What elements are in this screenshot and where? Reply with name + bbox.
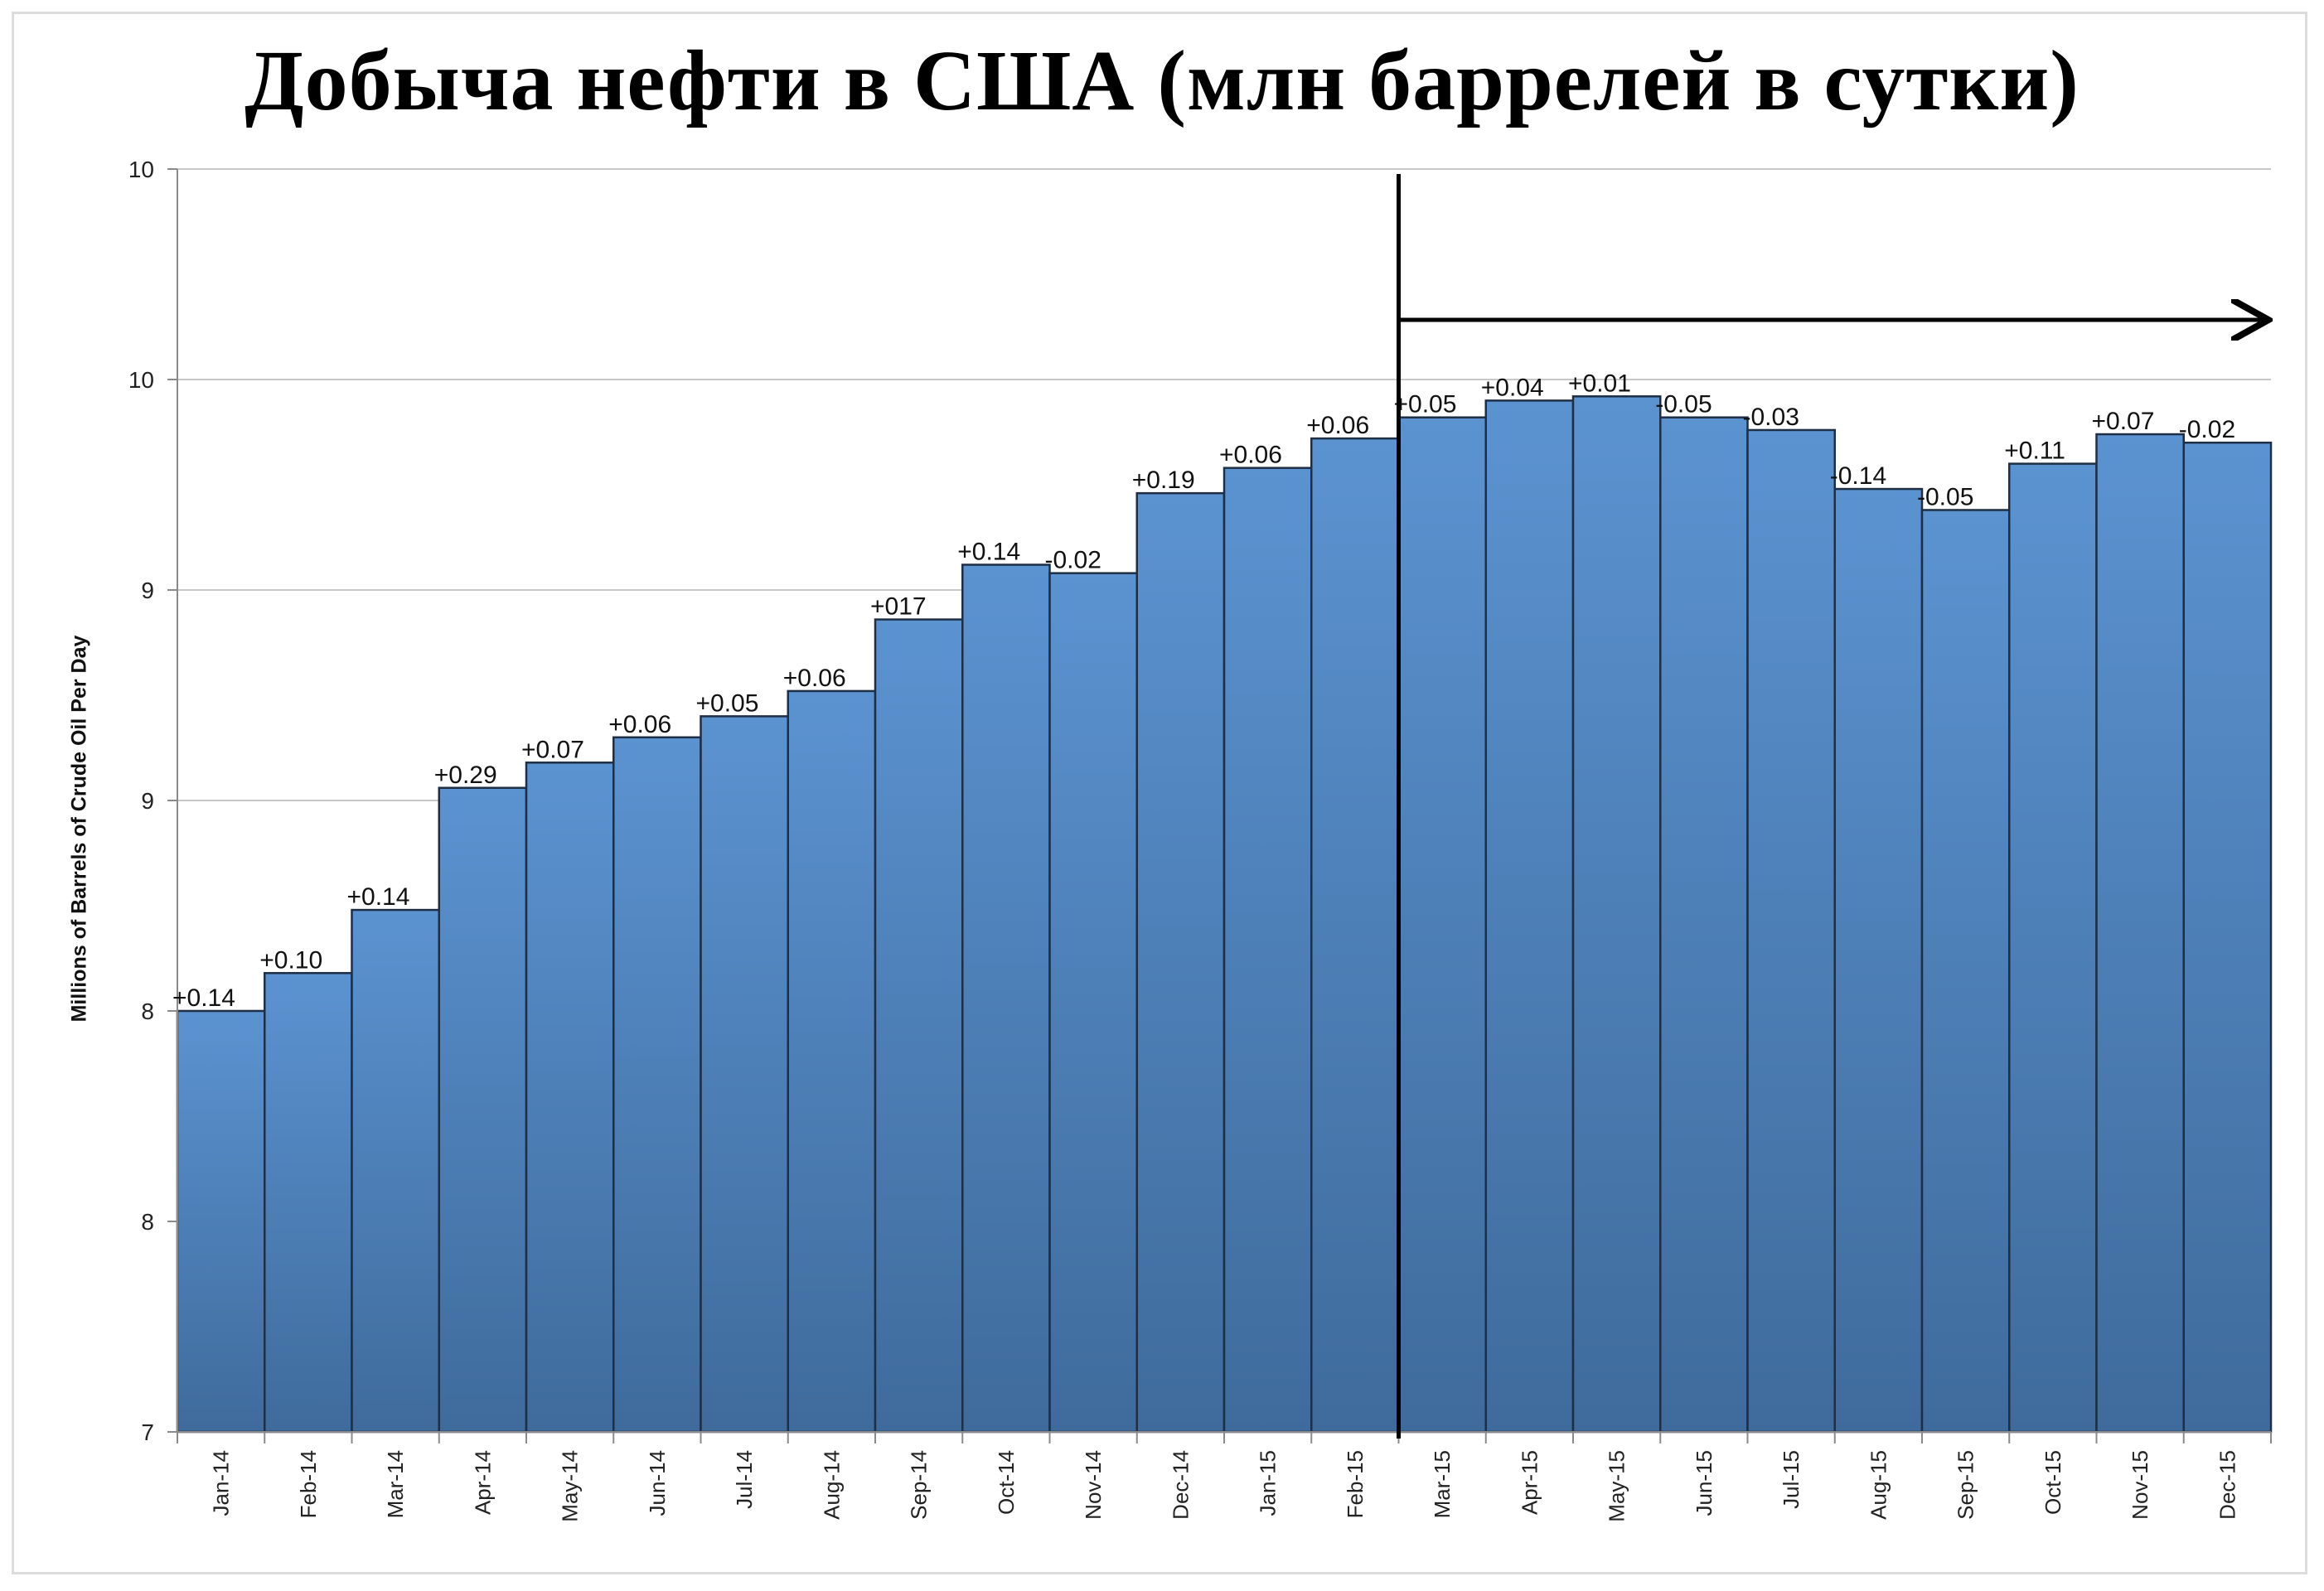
data-label: -0.02 — [1045, 547, 1101, 574]
annotations — [1397, 174, 2265, 1439]
data-label: +0.10 — [259, 946, 322, 974]
data-label: +0.06 — [1219, 442, 1282, 469]
data-label: +0.06 — [608, 711, 671, 738]
bar — [787, 689, 877, 1434]
bar — [351, 908, 440, 1434]
x-tick-label: Sep-15 — [1954, 1450, 1978, 1520]
x-tick-label: Apr-14 — [470, 1450, 495, 1515]
chart-title: Добыча нефти в США (млн баррелей в сутки… — [245, 33, 2079, 128]
x-tick-label: Sep-14 — [907, 1450, 932, 1520]
bar — [2008, 462, 2098, 1434]
x-tick-label: Nov-14 — [1081, 1450, 1106, 1520]
data-label: -0.02 — [2179, 416, 2235, 443]
x-tick-label: Feb-14 — [296, 1450, 321, 1518]
bar — [264, 972, 353, 1434]
bar — [438, 786, 528, 1434]
bar — [1920, 509, 2011, 1434]
data-label: +0.14 — [172, 984, 235, 1012]
data-label: +0.05 — [696, 689, 759, 717]
bar — [1484, 399, 1575, 1434]
x-tick-label: Oct-14 — [994, 1450, 1019, 1515]
bar — [1746, 428, 1836, 1434]
x-tick-label: Aug-14 — [819, 1450, 844, 1520]
x-tick-label: Mar-14 — [383, 1450, 408, 1518]
bar — [176, 1009, 266, 1434]
x-tick-label: Oct-15 — [2041, 1450, 2065, 1515]
x-tick-label: Jun-14 — [645, 1450, 670, 1516]
x-tick-label: Jan-15 — [1256, 1450, 1281, 1516]
x-tick-label: Jul-15 — [1779, 1450, 1804, 1509]
data-label: -0.05 — [1917, 483, 1973, 510]
data-label: +0.04 — [1481, 374, 1544, 401]
x-tick-label: Mar-15 — [1430, 1450, 1455, 1518]
data-label: +0.06 — [783, 665, 846, 692]
bar-series — [176, 395, 2273, 1434]
y-tick-label: 8 — [141, 1209, 154, 1235]
data-label: +0.07 — [2092, 408, 2155, 435]
bar — [2182, 441, 2273, 1434]
bar — [961, 563, 1051, 1434]
bar — [1397, 416, 1487, 1434]
y-tick-label: 9 — [141, 788, 154, 814]
x-tick-label: May-14 — [558, 1450, 583, 1522]
y-tick-label: 10 — [128, 367, 154, 393]
chart-frame — [12, 12, 2307, 1574]
bar — [525, 762, 615, 1434]
data-label: +0.05 — [1394, 391, 1457, 418]
x-tick-label: May-15 — [1605, 1450, 1629, 1522]
data-labels: +0.14 +0.10 +0.14 +0.29 +0.07 +0.06 +0.05 +0.06… — [172, 370, 2235, 1012]
data-label: +0.07 — [521, 736, 584, 763]
x-tick-label: Jun-15 — [1692, 1450, 1716, 1516]
data-label: +0.19 — [1132, 467, 1195, 494]
x-tick-label: Feb-15 — [1343, 1450, 1368, 1518]
data-label: +0.14 — [347, 883, 410, 911]
y-tick-label: 9 — [141, 578, 154, 603]
bar — [1135, 491, 1226, 1434]
x-tick-label: Apr-15 — [1517, 1450, 1542, 1515]
data-label: +0.14 — [957, 539, 1020, 566]
data-label: -0.14 — [1830, 462, 1886, 490]
bar — [1659, 416, 1749, 1434]
y-tick-label: 10 — [128, 157, 154, 182]
x-tick-label: Jan-14 — [209, 1450, 234, 1516]
bar — [1571, 395, 1662, 1434]
data-label: +017 — [870, 593, 927, 621]
data-label: +0.01 — [1568, 370, 1631, 397]
data-label: -0.05 — [1655, 391, 1712, 418]
bar — [2095, 433, 2185, 1434]
bar — [700, 715, 789, 1434]
x-tick-label: Dec-15 — [2215, 1450, 2239, 1520]
bar — [1833, 487, 1924, 1434]
bar — [1223, 467, 1313, 1434]
data-label: +0.29 — [434, 762, 497, 789]
x-tick-label: Nov-15 — [2128, 1450, 2152, 1520]
x-tick-label: Aug-15 — [1866, 1450, 1891, 1520]
data-label: +0.06 — [1306, 412, 1369, 439]
y-tick-label: 7 — [141, 1419, 154, 1445]
bar — [1310, 437, 1400, 1434]
data-label: +0.11 — [2004, 438, 2065, 465]
data-label: -0.03 — [1743, 404, 1799, 431]
axes: 7 8 8 9 9 10 10 Jan-14 Feb-14 Mar-14 Apr-14 May-14 J… — [128, 157, 2272, 1522]
bar — [612, 736, 702, 1434]
y-tick-label: 8 — [141, 999, 154, 1024]
x-tick-label: Jul-14 — [732, 1450, 757, 1509]
bar — [1048, 572, 1138, 1434]
x-tick-label: Dec-14 — [1168, 1450, 1193, 1520]
bar — [874, 618, 964, 1434]
